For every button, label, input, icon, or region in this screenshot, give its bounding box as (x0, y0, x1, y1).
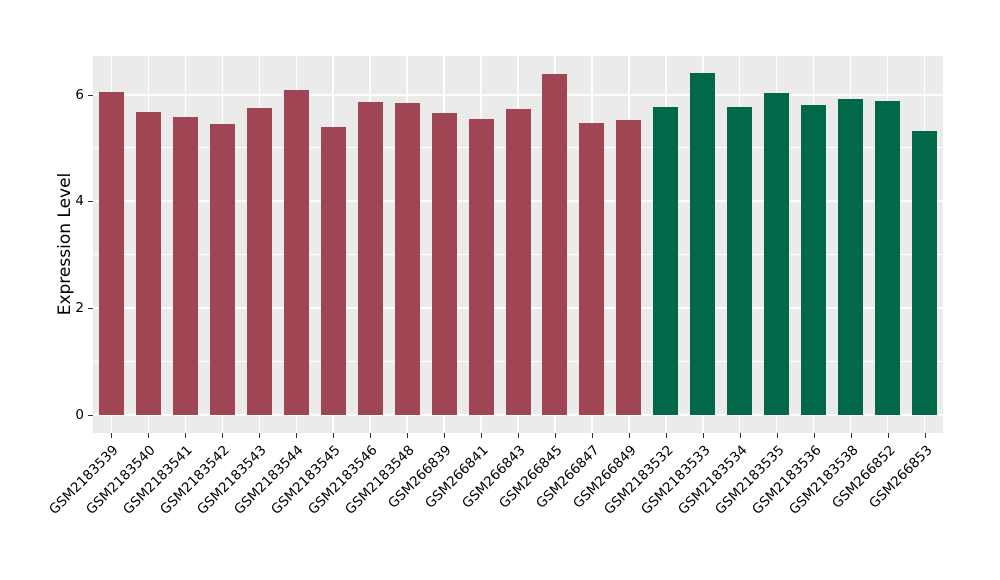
x-tick-mark (222, 433, 224, 438)
y-tick-label: 4 (75, 193, 84, 210)
bar (690, 72, 716, 416)
bar (431, 112, 457, 416)
x-tick-mark (481, 433, 483, 438)
bar (912, 131, 938, 416)
bar (135, 111, 161, 416)
bar (875, 100, 901, 416)
x-tick-mark (813, 433, 815, 438)
x-tick-mark (296, 433, 298, 438)
bar (616, 119, 642, 416)
x-tick-mark (148, 433, 150, 438)
x-tick-mark (259, 433, 261, 438)
bar (98, 91, 124, 416)
bar (283, 89, 309, 416)
bar (801, 105, 827, 416)
x-tick-mark (776, 433, 778, 438)
bar (838, 98, 864, 416)
bar (209, 123, 235, 416)
x-tick-mark (333, 433, 335, 438)
y-tick-label: 2 (75, 300, 84, 317)
x-tick-mark (407, 433, 409, 438)
x-tick-mark (850, 433, 852, 438)
x-tick-mark (924, 433, 926, 438)
y-tick-mark (88, 415, 93, 417)
y-tick-label: 6 (75, 86, 84, 103)
bar (579, 123, 605, 416)
bar (394, 102, 420, 416)
x-tick-mark (111, 433, 113, 438)
bar (727, 107, 753, 416)
x-tick-mark (591, 433, 593, 438)
x-tick-mark (444, 433, 446, 438)
bar (357, 101, 383, 416)
x-tick-mark (628, 433, 630, 438)
bar (320, 127, 346, 416)
x-tick-mark (702, 433, 704, 438)
bar (505, 108, 531, 416)
x-tick-mark (665, 433, 667, 438)
x-tick-mark (739, 433, 741, 438)
y-tick-mark (88, 308, 93, 310)
x-tick-mark (554, 433, 556, 438)
bar (468, 118, 494, 416)
x-tick-mark (518, 433, 519, 438)
bar (764, 92, 790, 416)
bar (653, 106, 679, 416)
y-tick-mark (88, 201, 93, 203)
bar (172, 117, 198, 416)
x-tick-mark (185, 433, 187, 438)
bar (542, 74, 568, 416)
y-tick-label: 0 (75, 407, 84, 424)
x-tick-mark (887, 433, 889, 438)
y-tick-mark (88, 94, 93, 96)
plot-panel (93, 56, 943, 433)
x-tick-mark (370, 433, 372, 438)
bar (246, 107, 272, 416)
